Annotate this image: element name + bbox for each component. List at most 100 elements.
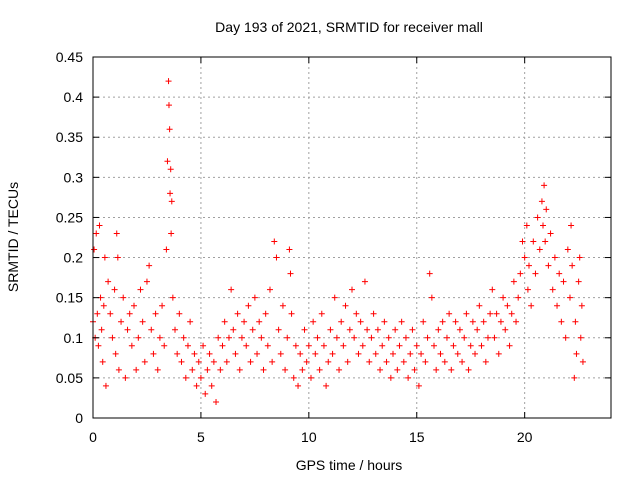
data-point [189,366,196,373]
data-point [94,310,101,317]
data-point [359,342,366,349]
data-point [344,358,351,365]
data-point [385,334,392,341]
data-point [491,334,498,341]
data-point [292,342,299,349]
y-tick-label: 0.2 [64,250,84,266]
x-tick-labels: 0 5 10 15 20 [89,429,533,445]
data-point [538,198,545,205]
data-point [409,326,416,333]
data-point [113,230,120,237]
data-point [502,326,509,333]
data-point [578,302,585,309]
data-point [269,358,276,365]
data-point [513,318,520,325]
data-point [172,326,179,333]
data-points [90,78,586,405]
data-point [204,366,211,373]
data-point [515,294,522,301]
data-point [163,246,170,253]
data-point [221,318,228,325]
data-point [115,366,122,373]
data-point [150,350,157,357]
data-point [465,366,472,373]
y-axis-label: SRMTID / TECUs [5,182,21,292]
data-point [305,342,312,349]
data-point [413,342,420,349]
data-point [418,350,425,357]
data-point [112,350,119,357]
data-point [525,262,532,269]
data-point [168,230,175,237]
data-point [443,334,450,341]
data-point [480,318,487,325]
data-point [320,342,327,349]
data-point [143,278,150,285]
data-point [346,326,353,333]
data-point [364,326,371,333]
data-point [166,126,173,133]
data-point [200,342,207,349]
data-point [437,350,444,357]
data-point [336,366,343,373]
data-point [228,286,235,293]
data-point [182,374,189,381]
data-point [312,350,319,357]
data-point [577,334,584,341]
data-point [316,366,323,373]
data-point [579,358,586,365]
data-point [474,326,481,333]
data-point [223,358,230,365]
data-point [325,358,332,365]
data-point [266,286,273,293]
data-point [105,278,112,285]
data-point [377,366,384,373]
data-point [195,358,202,365]
data-point [251,294,258,301]
data-point [528,302,535,309]
data-point [101,254,108,261]
data-point [441,358,448,365]
data-point [93,230,100,237]
data-point [107,310,114,317]
y-tick-label: 0.05 [56,370,83,386]
y-tick-label: 0.4 [64,89,84,105]
data-point [407,350,414,357]
data-point [164,158,171,165]
data-point [446,310,453,317]
data-point [541,182,548,189]
data-point [566,294,573,301]
data-point [254,350,261,357]
data-point [392,326,399,333]
data-point [133,366,140,373]
data-point [524,286,531,293]
data-point [156,334,163,341]
data-point [161,342,168,349]
data-point [146,262,153,269]
data-point [361,278,368,285]
data-point [523,222,530,229]
data-point [424,334,431,341]
y-tick-label: 0.1 [64,330,84,346]
data-point [572,318,579,325]
data-point [178,358,185,365]
data-point [478,342,485,349]
y-tick-label: 0.25 [56,209,83,225]
data-point [338,318,345,325]
data-point [232,350,239,357]
data-point [411,366,418,373]
data-point [459,358,466,365]
data-point [390,350,397,357]
data-point [271,238,278,245]
x-tick-label: 0 [89,429,97,445]
data-point [297,350,304,357]
data-point [148,326,155,333]
data-point [243,342,250,349]
data-point [431,342,438,349]
data-point [519,238,526,245]
data-point [508,310,515,317]
data-point [329,350,336,357]
data-point [277,350,284,357]
y-tick-label: 0 [75,410,83,426]
data-point [91,246,98,253]
